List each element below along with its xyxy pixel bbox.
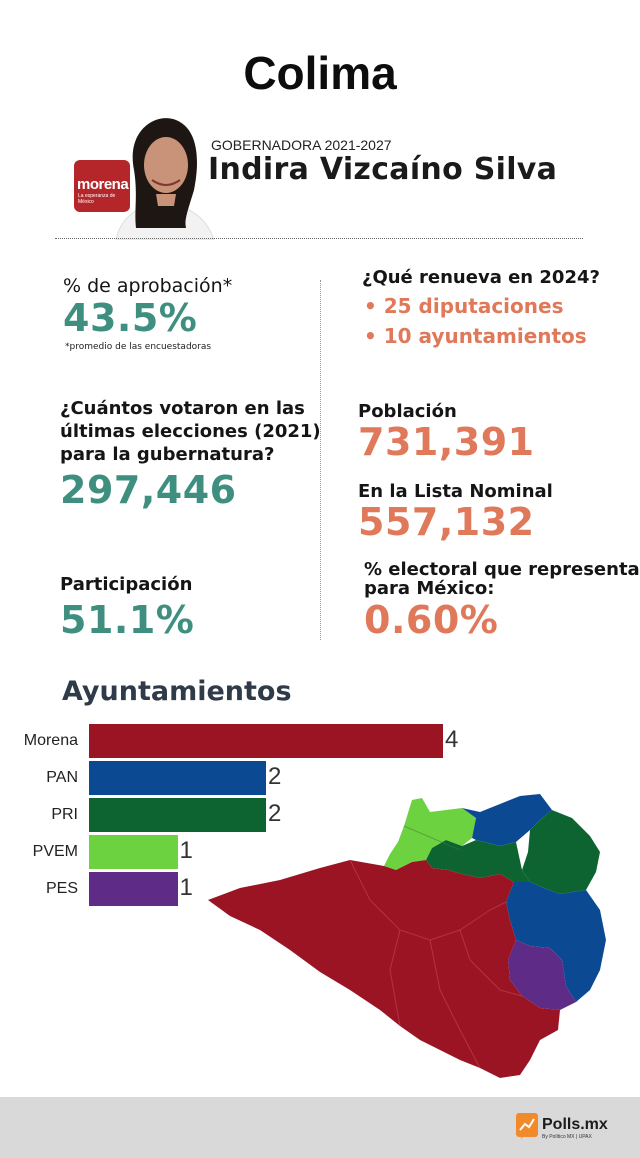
bar-value-morena: 4	[445, 726, 459, 753]
morena-logo: morena La esperanza de México	[74, 160, 130, 212]
map-region-pes	[508, 940, 576, 1010]
section-divider	[55, 238, 583, 239]
map-region-pri-central	[426, 840, 530, 882]
ayuntamientos-title: Ayuntamientos	[62, 676, 292, 707]
page-title: Colima	[243, 47, 397, 99]
morena-logo-text: morena	[77, 176, 129, 193]
nominal-label: En la Lista Nominal	[358, 481, 553, 502]
nominal-value: 557,132	[358, 500, 535, 544]
governor-photo	[96, 110, 226, 240]
renews-label: ¿Qué renueva en 2024?	[362, 267, 600, 288]
colima-municipalities-map	[208, 794, 606, 1078]
bar-label-pes: PES	[45, 880, 78, 897]
participation-value: 51.1%	[60, 598, 195, 642]
voters-label-line-1: ¿Cuántos votaron en las	[60, 398, 305, 419]
bar-value-pri: 2	[268, 800, 282, 827]
voters-label-line-2: últimas elecciones (2021)	[60, 421, 321, 442]
bar-pes	[89, 872, 178, 906]
bar-value-pes: 1	[179, 874, 193, 901]
renews-item-ayuntamientos: • 10 ayuntamientos	[364, 324, 587, 348]
population-label: Población	[358, 401, 457, 422]
electoral-share-label-line-1: % electoral que representa	[364, 559, 640, 580]
electoral-share-label-line-2: para México:	[364, 578, 495, 599]
morena-logo-tagline: La esperanza de México	[78, 193, 116, 205]
map-region-morena	[208, 860, 560, 1078]
bar-morena	[89, 724, 443, 758]
bar-value-pvem: 1	[179, 837, 193, 864]
bar-label-pvem: PVEM	[32, 843, 78, 860]
governor-role-label: GOBERNADORA 2021-2027	[211, 137, 392, 153]
voters-label: ¿Cuántos votaron en las últimas eleccion…	[60, 397, 321, 466]
map-region-pvem	[384, 798, 476, 870]
map-region-pan-east	[506, 882, 606, 1002]
voters-label-line-3: para la gubernatura?	[60, 444, 275, 465]
approval-label: % de aprobación*	[63, 275, 233, 297]
bar-pri	[89, 798, 266, 832]
map-region-pan-north	[462, 794, 552, 846]
voters-value: 297,446	[60, 468, 237, 512]
bar-pvem	[89, 835, 178, 869]
participation-label: Participación	[60, 574, 193, 595]
map-region-pri-east	[522, 810, 600, 894]
electoral-share-value: 0.60%	[364, 598, 499, 642]
bar-value-pan: 2	[268, 763, 282, 790]
column-divider	[320, 280, 321, 640]
polls-logo-icon	[516, 1113, 538, 1139]
electoral-share-label: % electoral que representa para México:	[364, 560, 640, 598]
bar-label-morena: Morena	[23, 732, 78, 749]
bar-pan	[89, 761, 266, 795]
polls-brand: Polls.mx	[542, 1116, 608, 1133]
bar-label-pri: PRI	[51, 806, 78, 823]
polls-brand-sub: By Político MX | UPAX	[542, 1134, 592, 1140]
approval-value: 43.5%	[63, 296, 198, 340]
renews-item-diputaciones: • 25 diputaciones	[364, 294, 564, 318]
approval-note: *promedio de las encuestadoras	[65, 342, 212, 352]
governor-name: Indira Vizcaíno Silva	[208, 152, 558, 187]
bar-label-pan: PAN	[46, 769, 78, 786]
population-value: 731,391	[358, 420, 535, 464]
